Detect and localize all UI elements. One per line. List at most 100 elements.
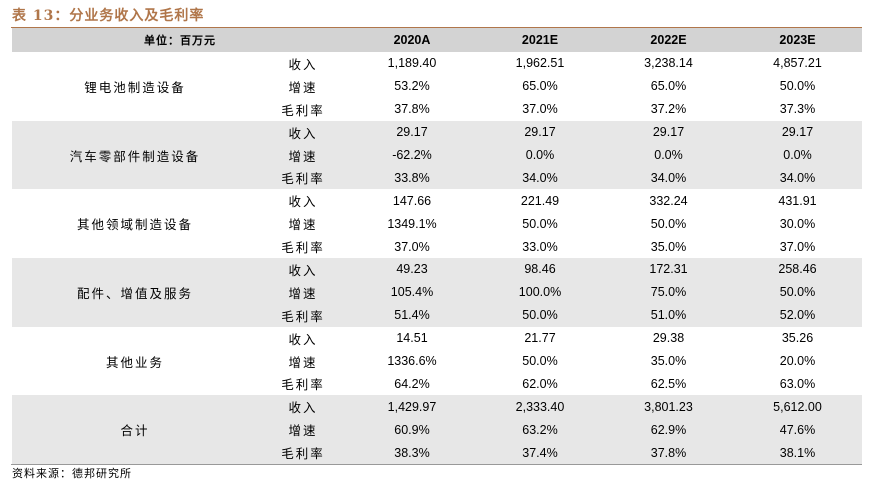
table-row: 增速 105.4% 100.0% 75.0% 50.0%: [12, 280, 862, 304]
value-cell: 29.17: [348, 120, 476, 144]
table-row: 其他业务 收入 14.51 21.77 29.38 35.26: [12, 327, 862, 369]
value-cell: 0.0%: [476, 143, 604, 167]
value-cell: 62.0%: [522, 376, 558, 391]
metric-label: 收入: [258, 120, 348, 144]
value-cell: 51.0%: [604, 303, 733, 327]
source-divider: [11, 464, 862, 465]
value-cell: 431.91: [778, 193, 817, 208]
value-cell: 20.0%: [779, 354, 816, 369]
value-cell: 34.0%: [476, 166, 604, 190]
value-cell: 34.0%: [733, 166, 862, 190]
value-cell: 258.46: [733, 258, 862, 281]
table-row: 配件、增值及服务 收入 49.23 98.46 172.31 258.46: [12, 258, 862, 327]
value-cell: 29.17: [476, 120, 604, 144]
value-cell: 29.17: [604, 120, 733, 144]
value-cell: 37.0%: [394, 239, 430, 254]
table-row: 毛利率 37.0% 33.0% 35.0% 37.0%: [12, 235, 862, 258]
value-cell: 1,429.97: [348, 395, 476, 419]
value-cell: 105.4%: [348, 280, 476, 304]
value-cell: 63.0%: [779, 376, 816, 391]
metric-label: 毛利率: [258, 303, 348, 327]
value-cell: 34.0%: [604, 166, 733, 190]
table-header-row: 单位：百万元 2020A 2021E 2022E 2023E: [12, 28, 862, 52]
table-row: 合计 收入 1,429.97 2,333.40 3,801.23 5,612.00: [12, 395, 862, 465]
value-cell: 0.0%: [733, 143, 862, 167]
table-row: 增速 1349.1% 50.0% 50.0% 30.0%: [12, 212, 862, 235]
segment-name: 汽车零部件制造设备: [12, 120, 258, 190]
value-cell: -62.2%: [348, 143, 476, 167]
value-cell: 5,612.00: [733, 395, 862, 419]
table-row: 汽车零部件制造设备 收入 29.17 29.17 29.17 29.17: [12, 120, 862, 190]
year-header: 2022E: [604, 28, 733, 52]
table-row: 毛利率 33.8% 34.0% 34.0% 34.0%: [12, 166, 862, 190]
metric-label: 毛利率: [281, 378, 325, 393]
value-cell: 98.46: [476, 258, 604, 281]
table-row: 锂电池制造设备 收入 1,189.40 1,962.51 3,238.14 4,857.2…: [12, 52, 862, 94]
value-cell: 37.4%: [476, 441, 604, 465]
value-cell: 1,962.51: [515, 56, 565, 71]
value-cell: 37.3%: [779, 102, 816, 117]
value-cell: 332.24: [649, 193, 688, 208]
segment-revenue-table: 单位：百万元 2020A 2021E 2022E 2023E 锂电池制造设备收入…: [12, 28, 862, 465]
metric-label: 增速: [258, 143, 348, 167]
value-cell: 38.3%: [348, 441, 476, 465]
value-cell: 221.49: [520, 193, 560, 208]
metric-label: 收入: [288, 195, 318, 210]
value-cell: 14.51: [396, 331, 428, 346]
value-cell: 53.2%: [394, 79, 430, 94]
value-cell: 64.2%: [394, 376, 430, 391]
table-row: 毛利率 64.2% 62.0% 62.5% 63.0%: [12, 372, 862, 395]
value-cell: 52.0%: [733, 303, 862, 327]
table-row: 增速 53.2% 65.0% 65.0% 50.0%: [12, 75, 862, 98]
year-header: 2020A: [348, 28, 476, 52]
value-cell: 75.0%: [604, 280, 733, 304]
value-cell: 65.0%: [650, 79, 687, 94]
value-cell: 33.8%: [348, 166, 476, 190]
metric-label: 增速: [258, 418, 348, 442]
table-body: 锂电池制造设备 收入 1,189.40 1,962.51 3,238.14 4,857.2…: [12, 52, 862, 465]
value-cell: 21.77: [524, 331, 556, 346]
value-cell: 50.0%: [779, 79, 816, 94]
segment-name: 合计: [12, 395, 258, 465]
table-row: 增速 -62.2% 0.0% 0.0% 0.0%: [12, 143, 862, 167]
value-cell: 100.0%: [476, 280, 604, 304]
value-cell: 37.8%: [604, 441, 733, 465]
value-cell: 2,333.40: [476, 395, 604, 419]
table-row: 增速 60.9% 63.2% 62.9% 47.6%: [12, 418, 862, 442]
value-cell: 50.0%: [476, 303, 604, 327]
value-cell: 3,238.14: [644, 56, 693, 71]
value-cell: 37.0%: [779, 239, 816, 254]
metric-label: 增速: [288, 355, 318, 370]
value-cell: 47.6%: [733, 418, 862, 442]
table-row: 毛利率 38.3% 37.4% 37.8% 38.1%: [12, 441, 862, 465]
table-row: 其他领域制造设备 收入 147.66 221.49 332.24 431.91: [12, 189, 862, 232]
value-cell: 50.0%: [522, 354, 558, 369]
segment-name: 配件、增值及服务: [12, 258, 258, 327]
value-cell: 60.9%: [348, 418, 476, 442]
title-divider: [11, 27, 862, 28]
value-cell: 62.5%: [650, 376, 687, 391]
metric-label: 毛利率: [281, 241, 325, 256]
value-cell: 1349.1%: [387, 216, 437, 231]
value-cell: 0.0%: [604, 143, 733, 167]
value-cell: 50.0%: [733, 280, 862, 304]
value-cell: 1,189.40: [387, 56, 437, 71]
value-cell: 37.0%: [522, 102, 558, 117]
value-cell: 51.4%: [348, 303, 476, 327]
table-row: 毛利率 51.4% 50.0% 51.0% 52.0%: [12, 303, 862, 327]
value-cell: 50.0%: [650, 216, 687, 231]
value-cell: 29.17: [733, 120, 862, 144]
year-header: 2023E: [733, 28, 862, 52]
value-cell: 1336.6%: [387, 354, 437, 369]
value-cell: 3,801.23: [604, 395, 733, 419]
table-row: 增速 1336.6% 50.0% 35.0% 20.0%: [12, 350, 862, 373]
segment-name: 锂电池制造设备: [84, 80, 186, 95]
value-cell: 62.9%: [604, 418, 733, 442]
value-cell: 172.31: [604, 258, 733, 281]
value-cell: 65.0%: [522, 79, 558, 94]
metric-label: 收入: [258, 395, 348, 419]
segment-name: 其他领域制造设备: [76, 218, 193, 233]
table-title: 表 13：分业务收入及毛利率: [12, 8, 205, 24]
value-cell: 37.8%: [394, 102, 430, 117]
value-cell: 35.0%: [650, 239, 687, 254]
